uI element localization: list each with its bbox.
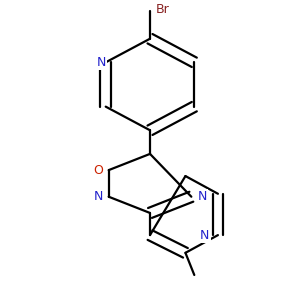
Text: N: N	[93, 190, 103, 203]
Text: O: O	[93, 164, 103, 177]
Text: N: N	[96, 56, 106, 69]
Text: Br: Br	[156, 3, 170, 16]
Text: N: N	[200, 229, 210, 242]
Text: N: N	[197, 190, 207, 203]
